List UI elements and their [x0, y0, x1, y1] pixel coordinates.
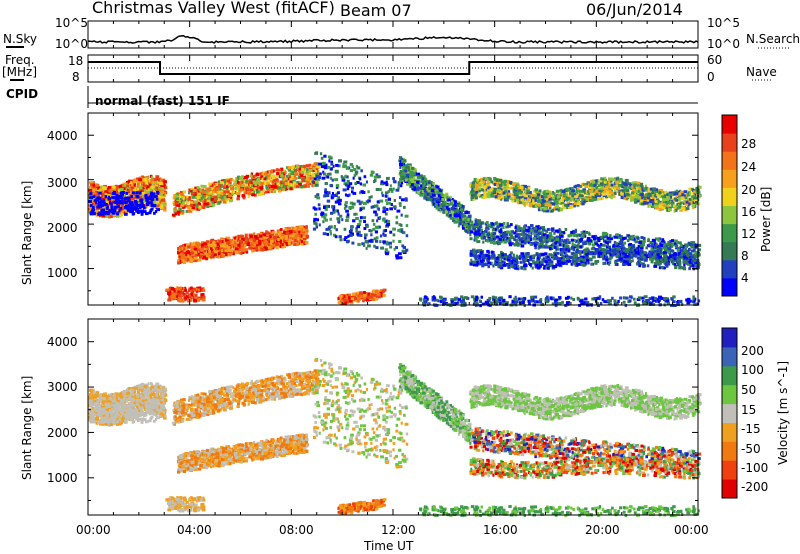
- power-tick-24: 24: [741, 160, 757, 174]
- ytick-power-1000: 1000: [47, 266, 78, 280]
- power-colorbar-swatch: [722, 169, 737, 188]
- beam-label: Beam 07: [340, 1, 412, 20]
- velocity-colorbar-swatch: [722, 365, 737, 386]
- scatter-noon-power: [311, 151, 409, 260]
- vel-tick-m100: -100: [741, 461, 769, 475]
- power-colorbar-swatch: [722, 205, 737, 225]
- ytick-power-2000: 2000: [47, 221, 78, 235]
- band-upper-velocity: [171, 369, 321, 426]
- ytick-power-4000: 4000: [47, 129, 78, 143]
- band-lower-power: [177, 225, 309, 265]
- freq-label-2: [MHz]: [2, 65, 38, 79]
- ytick-vel-1000: 1000: [47, 471, 78, 485]
- ytick-vel-4000: 4000: [47, 335, 78, 349]
- scatter-layer: [88, 151, 702, 517]
- nsearch-tick-low: 10^0: [707, 37, 740, 51]
- power-tick-16: 16: [741, 205, 757, 219]
- nave-label: Nave: [746, 65, 777, 79]
- velocity-scale-label: Velocity [m s^-1]: [776, 360, 790, 465]
- velocity-colorbar: [721, 327, 738, 499]
- band-upper-power: [171, 162, 321, 218]
- freq-label-1: Freq.: [5, 53, 35, 67]
- frame-layer: [6, 20, 790, 516]
- band-late-low-power: [469, 247, 701, 271]
- vel-tick-15: 15: [741, 403, 757, 417]
- xtick-3: 12:00: [381, 523, 416, 537]
- vel-tick-200: 200: [741, 344, 764, 358]
- velocity-colorbar-swatch: [722, 460, 737, 480]
- power-colorbar-swatch: [722, 151, 737, 170]
- freq-tick-low: 8: [72, 70, 80, 84]
- band-lower-velocity: [177, 433, 309, 474]
- nsky-label: N.Sky: [3, 32, 38, 46]
- grey-early-velocity: [88, 398, 160, 424]
- ylabel-power: Slant Range [km]: [20, 180, 34, 285]
- grey-early-power: [88, 190, 160, 216]
- ytick-power-3000: 3000: [47, 176, 78, 190]
- band-late-low-velocity: [469, 456, 701, 480]
- power-tick-4: 4: [741, 271, 749, 285]
- nsky-tick-high: 10^5: [55, 16, 88, 30]
- velocity-colorbar-swatch: [722, 441, 737, 461]
- ytick-vel-3000: 3000: [47, 380, 78, 394]
- band-late-upper-power: [469, 176, 702, 213]
- power-colorbar-swatch: [722, 115, 737, 134]
- power-colorbar-swatch: [722, 241, 737, 261]
- power-scale-label: Power [dB]: [759, 186, 773, 252]
- xtick-4: 16:00: [483, 523, 518, 537]
- patch-noon-velocity: [337, 498, 387, 515]
- power-colorbar-swatch: [722, 133, 737, 152]
- vel-tick-m50: -50: [741, 442, 761, 456]
- nsearch-tick-high: 10^5: [707, 16, 740, 30]
- power-colorbar-swatch: [722, 259, 737, 279]
- power-colorbar-swatch: [722, 277, 737, 297]
- nsky-tick-low: 10^0: [55, 37, 88, 51]
- vel-tick-m200: -200: [741, 480, 769, 494]
- velocity-colorbar-swatch: [722, 346, 737, 367]
- xtick-6: 00:00: [674, 523, 709, 537]
- cpid-text: normal (fast) 151 IF: [95, 94, 230, 108]
- patch-near-power: [165, 286, 206, 303]
- power-colorbar-border: [721, 114, 738, 297]
- ylabel-velocity: Slant Range [km]: [20, 375, 34, 480]
- power-colorbar-swatch: [722, 187, 737, 206]
- power-tick-20: 20: [741, 183, 757, 197]
- velocity-colorbar-swatch: [722, 422, 737, 442]
- xtick-0: 00:00: [76, 523, 111, 537]
- cpid-label: CPID: [6, 87, 39, 101]
- power-colorbar-swatch: [722, 223, 737, 243]
- velocity-colorbar-border: [721, 327, 738, 499]
- velocity-colorbar-swatch: [722, 384, 737, 405]
- nave-tick-low: 0: [707, 70, 715, 84]
- band-slant-power: [398, 156, 472, 234]
- date-label: 06/Jun/2014: [586, 0, 683, 19]
- scatter-noon-velocity: [311, 357, 409, 469]
- freq-tick-high: 18: [68, 54, 84, 68]
- xtick-1: 04:00: [177, 523, 212, 537]
- power-tick-28: 28: [741, 137, 757, 151]
- nsky-trace: [87, 35, 699, 45]
- band-slant-velocity: [398, 363, 472, 443]
- nave-tick-high: 60: [707, 53, 723, 67]
- xlabel: Time UT: [364, 539, 414, 553]
- nsearch-label: N.Search: [746, 32, 800, 46]
- patch-near-velocity: [165, 496, 206, 513]
- power-colorbar: [721, 114, 738, 297]
- velocity-colorbar-swatch: [722, 328, 737, 348]
- ytick-vel-2000: 2000: [47, 426, 78, 440]
- frequency-trace: [88, 61, 698, 75]
- xtick-2: 08:00: [279, 523, 314, 537]
- vel-tick-m15: -15: [741, 422, 761, 436]
- velocity-colorbar-swatch: [722, 479, 737, 499]
- vel-tick-50: 50: [741, 383, 757, 397]
- band-late-upper-velocity: [469, 384, 702, 421]
- xtick-5: 20:00: [585, 523, 620, 537]
- power-tick-12: 12: [741, 227, 757, 241]
- power-tick-8: 8: [741, 249, 749, 263]
- patch-noon-power: [337, 288, 387, 306]
- velocity-colorbar-swatch: [722, 403, 737, 423]
- vel-tick-100: 100: [741, 363, 764, 377]
- station-title: Christmas Valley West (fitACF): [92, 0, 335, 17]
